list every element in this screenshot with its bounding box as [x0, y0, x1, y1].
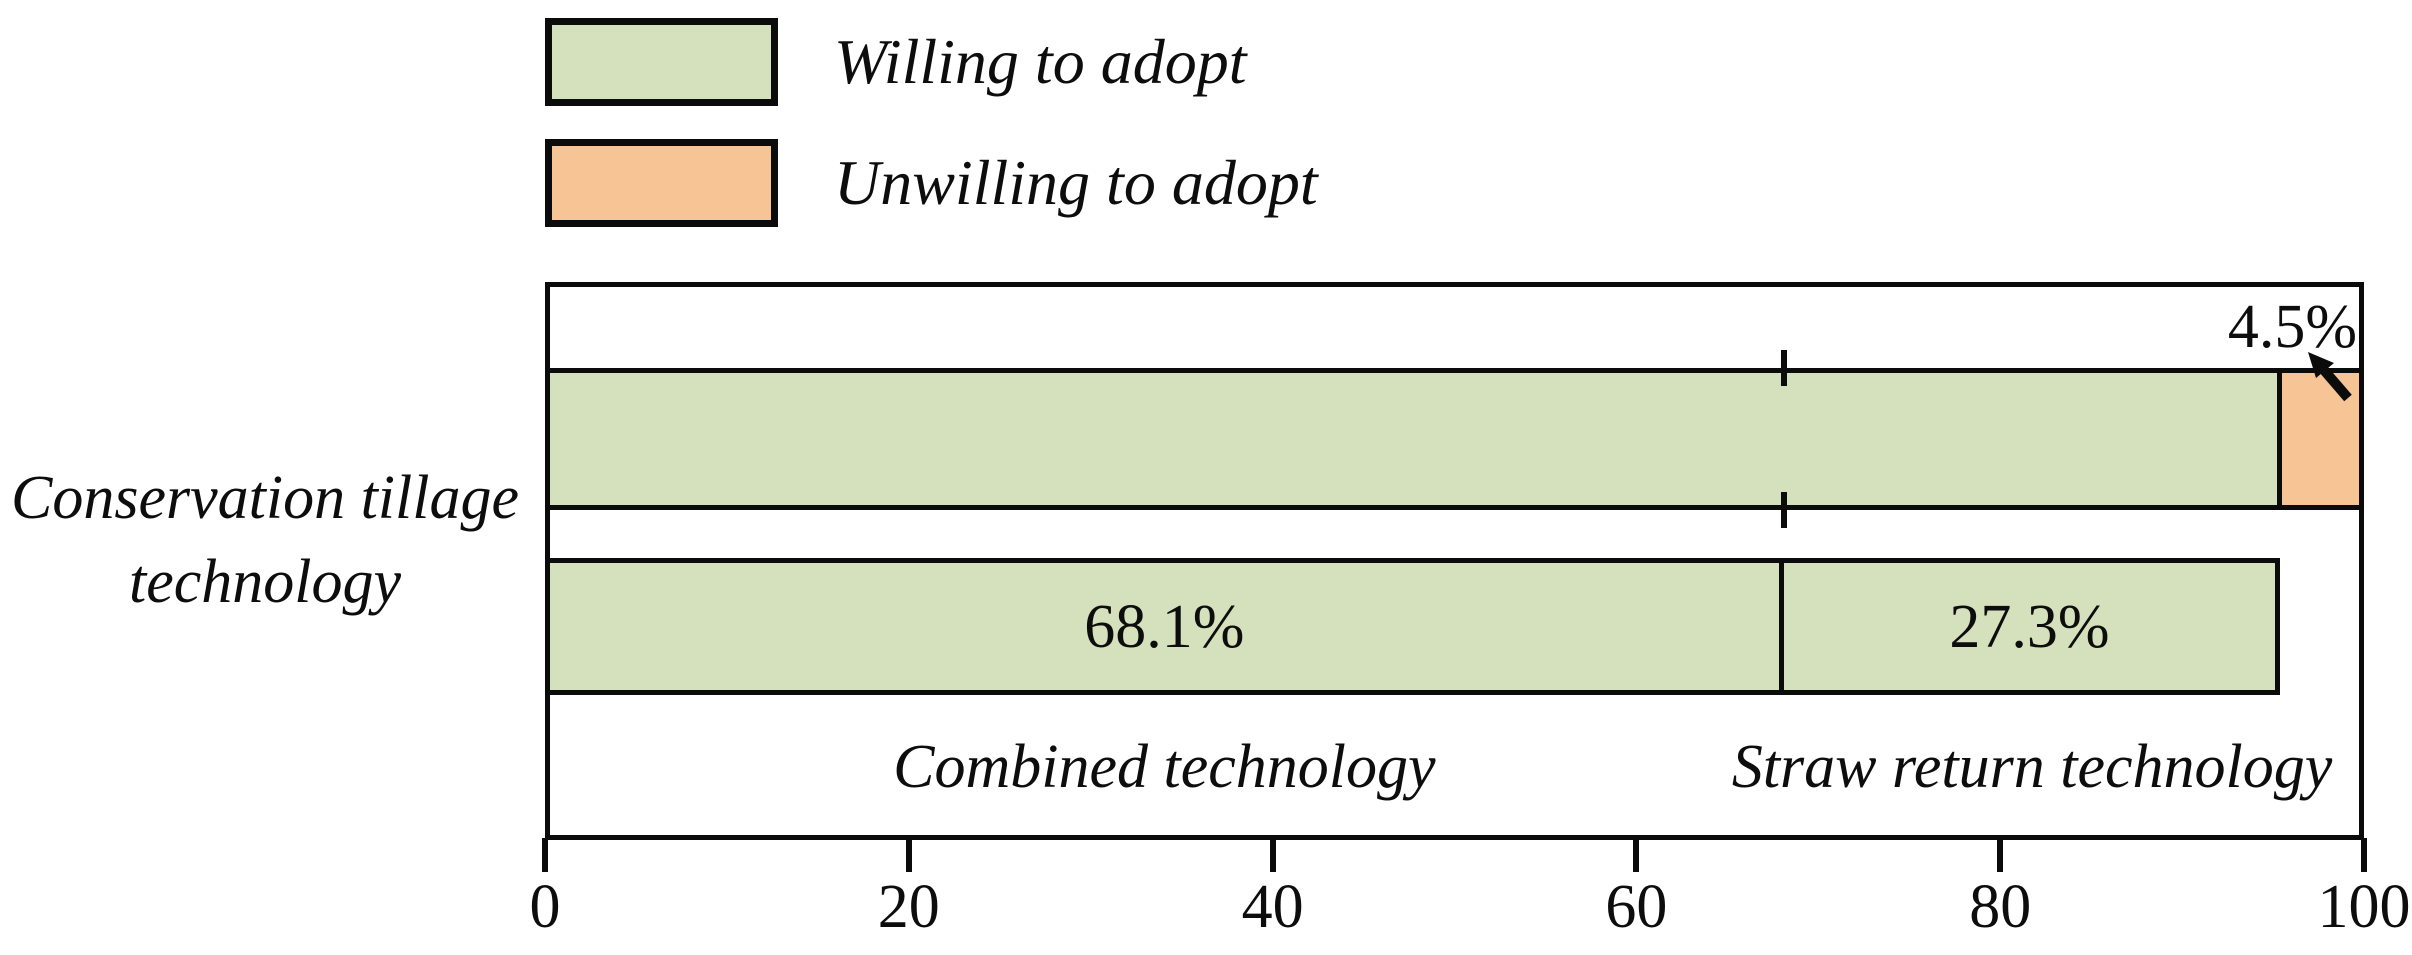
bottom-bar-straw-segment: 27.3% [1783, 558, 2281, 695]
x-axis-tick-label: 100 [2317, 873, 2411, 941]
x-axis-tick-label: 0 [529, 873, 561, 941]
legend-swatch-unwilling [545, 139, 778, 227]
straw-caption: Straw return technology [1731, 733, 2333, 801]
legend-item-unwilling: Unwilling to adopt [545, 139, 1318, 227]
straw-value-label: 27.3% [1949, 592, 2110, 661]
top-bar [545, 368, 2364, 510]
top-bar-willing-segment [545, 368, 2283, 510]
legend: Willing to adopt Unwilling to adopt [545, 18, 1318, 260]
legend-label-unwilling: Unwilling to adopt [834, 147, 1318, 218]
x-axis-tick [1269, 838, 1276, 872]
top-bar-split-tick-top [1780, 350, 1787, 386]
x-axis-tick-label: 60 [1605, 873, 1668, 941]
x-axis-tick-label: 40 [1241, 873, 1304, 941]
y-axis-category-label-line1: Conservation tillage [10, 464, 520, 532]
x-axis-tick [905, 838, 912, 872]
bottom-bar: 68.1% 27.3% [545, 558, 2281, 695]
x-axis-tick [1997, 838, 2004, 872]
unwilling-value-label: 4.5% [2227, 293, 2357, 361]
x-axis-tick [2361, 838, 2367, 872]
combined-value-label: 68.1% [1084, 592, 1245, 661]
y-axis-category-label: Conservation tillage technology [0, 456, 530, 624]
bottom-bar-combined-segment: 68.1% [545, 558, 1784, 695]
top-bar-split-tick-bottom [1780, 492, 1787, 528]
legend-swatch-willing [545, 18, 778, 106]
x-axis-tick-label: 20 [877, 873, 940, 941]
x-axis-tick-label: 80 [1969, 873, 2032, 941]
legend-item-willing: Willing to adopt [545, 18, 1318, 106]
annotation-arrow-icon [2308, 352, 2352, 402]
legend-label-willing: Willing to adopt [834, 26, 1247, 97]
y-axis-category-label-line2: technology [128, 548, 401, 616]
x-axis-tick [542, 838, 548, 872]
combined-caption: Combined technology [893, 733, 1436, 801]
x-axis-tick [1633, 838, 1640, 872]
